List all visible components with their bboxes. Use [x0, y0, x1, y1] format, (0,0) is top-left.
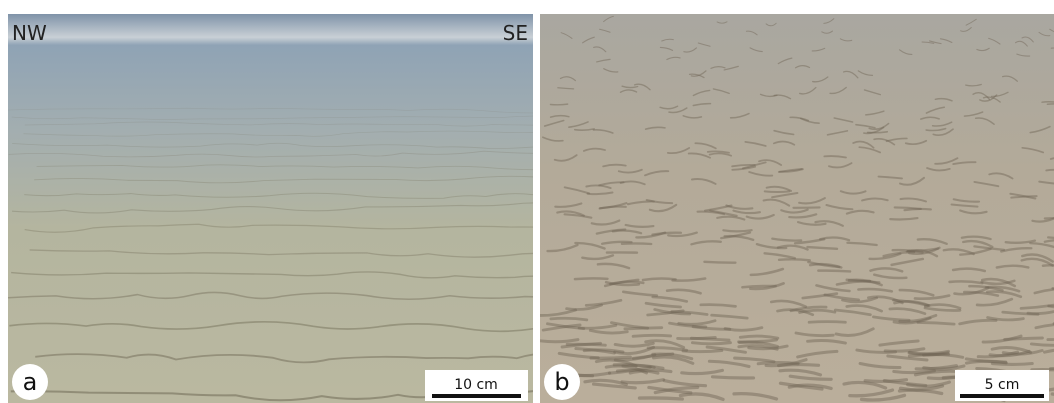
panel-label: a: [23, 368, 38, 396]
ripple: [765, 191, 790, 192]
ripple: [633, 335, 670, 336]
water: [8, 14, 533, 403]
ripple: [683, 350, 722, 351]
ripple: [865, 380, 906, 382]
ripple: [692, 343, 730, 344]
ripple: [550, 104, 567, 105]
ripple: [1031, 344, 1054, 345]
panel-label: b: [554, 368, 569, 396]
scale-bar: [432, 394, 521, 398]
ripple: [713, 377, 754, 378]
ripple: [691, 338, 729, 340]
scale-text: 5 cm: [985, 377, 1020, 393]
ripple: [992, 364, 1032, 365]
ripple: [809, 322, 845, 323]
photo-b: [540, 14, 1054, 403]
figure: NW SE a 10 cm b 5 cm: [0, 0, 1054, 403]
ripple: [918, 322, 954, 324]
ripple: [643, 279, 676, 280]
ripple: [567, 344, 605, 345]
ripple: [639, 398, 682, 399]
page: NW SE a 10 cm b 5 cm (() => { const data…: [0, 0, 1054, 403]
scale-bar: [960, 394, 1044, 398]
ripple: [704, 262, 735, 263]
scale-text: 10 cm: [454, 377, 498, 393]
ripple: [575, 278, 607, 279]
ripple: [1005, 338, 1043, 339]
orientation-right: SE: [503, 21, 528, 45]
ripple: [779, 259, 810, 260]
ripple: [591, 357, 630, 358]
ripple: [818, 271, 850, 272]
ripple: [625, 328, 662, 329]
orientation-left: NW: [12, 21, 47, 45]
ripple: [1049, 388, 1054, 391]
ripple: [1048, 237, 1054, 238]
ripple: [723, 230, 751, 231]
photo-a: [8, 14, 633, 403]
ripple: [622, 243, 651, 244]
